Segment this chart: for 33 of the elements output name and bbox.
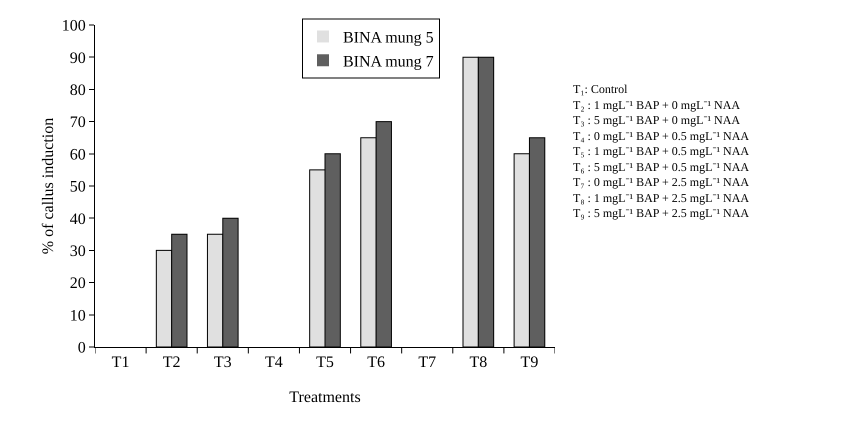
y-tick-label: 20: [70, 275, 86, 292]
y-tick-label: 80: [70, 82, 86, 99]
text: T₇ : 0 mgL⁻¹ BAP + 2.5 mgL⁻¹ NAA: [573, 175, 750, 189]
y-tick-label: 30: [70, 243, 86, 260]
x-tick-label: T9: [520, 354, 538, 372]
text: T₅ : 1 mgL⁻¹ BAP + 0.5 mgL⁻¹ NAA: [573, 144, 750, 158]
text: T₁: Control: [573, 82, 628, 96]
text: T₃ : 5 mgL⁻¹ BAP + 0 mgL⁻¹ NAA: [573, 113, 740, 127]
text: T₉ : 5 mgL⁻¹ BAP + 2.5 mgL⁻¹ NAA: [573, 206, 750, 220]
y-tick-label: 0: [78, 340, 86, 357]
text: T₆ : 5 mgL⁻¹ BAP + 0.5 mgL⁻¹ NAA: [573, 160, 750, 174]
y-tick-label: 40: [70, 210, 86, 228]
x-tick-label: T8: [469, 354, 488, 372]
x-tick-label: T6: [367, 354, 385, 372]
y-tick-label: 90: [70, 50, 86, 67]
legend-label: BINA mung 5: [343, 30, 434, 47]
y-tick-label: 70: [70, 114, 86, 132]
x-tick-label: T1: [112, 354, 130, 372]
x-axis-title: Treatments: [289, 388, 361, 406]
x-tick-label: T4: [265, 354, 283, 372]
text: T₈ : 1 mgL⁻¹ BAP + 2.5 mgL⁻¹ NAA: [573, 191, 750, 205]
y-tick-label: 10: [70, 307, 86, 324]
y-tick-label: 60: [70, 146, 86, 164]
y-axis-title: % of callus induction: [40, 118, 57, 254]
text: T₂ : 1 mgL⁻¹ BAP + 0 mgL⁻¹ NAA: [573, 98, 740, 112]
text: T₄ : 0 mgL⁻¹ BAP + 0.5 mgL⁻¹ NAA: [573, 129, 750, 143]
x-tick-label: T7: [418, 354, 436, 372]
x-tick-label: T3: [214, 354, 232, 372]
y-tick-label: 50: [70, 178, 86, 196]
legend-label: BINA mung 7: [343, 54, 434, 70]
x-tick-label: T2: [162, 354, 181, 372]
x-tick-label: T5: [316, 354, 334, 372]
y-tick-label: 100: [62, 18, 86, 35]
